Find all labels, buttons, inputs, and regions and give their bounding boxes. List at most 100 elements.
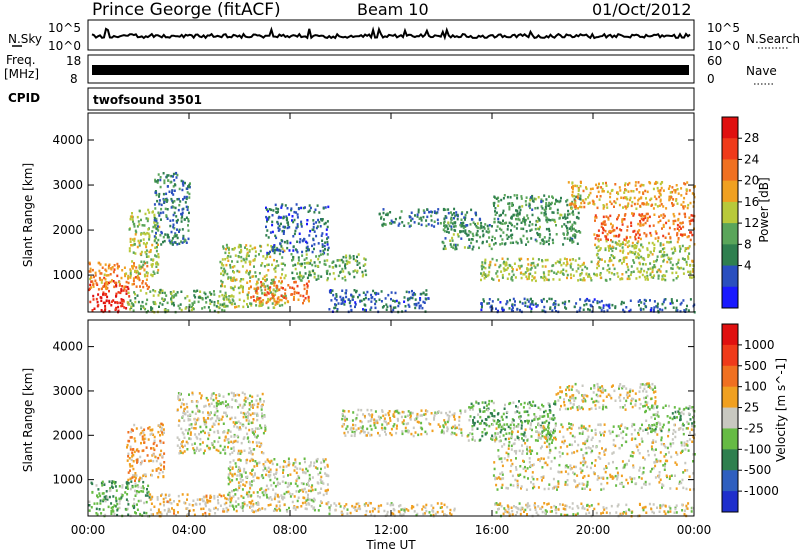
data-cell bbox=[625, 207, 628, 210]
data-cell bbox=[274, 492, 277, 496]
data-cell bbox=[127, 478, 130, 482]
data-cell bbox=[551, 438, 554, 442]
data-cell bbox=[373, 424, 376, 427]
data-cell bbox=[239, 244, 242, 247]
data-cell bbox=[99, 272, 102, 275]
data-cell bbox=[253, 510, 255, 514]
data-cell bbox=[182, 411, 185, 415]
data-cell bbox=[133, 222, 136, 226]
data-cell bbox=[660, 181, 663, 184]
data-cell bbox=[343, 275, 346, 279]
data-cell bbox=[540, 276, 543, 279]
data-cell bbox=[317, 218, 320, 222]
data-cell bbox=[143, 459, 146, 462]
data-cell bbox=[165, 215, 168, 218]
data-cell bbox=[252, 406, 254, 409]
data-cell bbox=[150, 513, 153, 516]
data-cell bbox=[621, 262, 623, 265]
data-cell bbox=[223, 285, 226, 288]
data-cell bbox=[260, 300, 263, 303]
data-cell bbox=[553, 307, 556, 310]
data-cell bbox=[127, 455, 130, 458]
data-cell bbox=[363, 414, 366, 418]
data-cell bbox=[385, 433, 387, 436]
data-cell bbox=[128, 295, 131, 298]
data-cell bbox=[182, 198, 184, 201]
data-cell bbox=[577, 217, 580, 220]
data-cell bbox=[318, 220, 321, 224]
data-cell bbox=[303, 258, 306, 261]
data-cell bbox=[641, 213, 644, 216]
data-cell bbox=[572, 213, 575, 216]
data-cell bbox=[511, 204, 514, 207]
data-cell bbox=[241, 265, 244, 268]
data-cell bbox=[280, 206, 283, 209]
data-cell bbox=[228, 251, 231, 255]
data-cell bbox=[323, 222, 326, 226]
data-cell bbox=[571, 239, 574, 242]
data-cell bbox=[98, 508, 101, 511]
data-cell bbox=[338, 264, 341, 268]
data-cell bbox=[207, 446, 210, 450]
data-cell bbox=[326, 248, 329, 252]
data-cell bbox=[579, 298, 582, 301]
data-cell bbox=[108, 289, 110, 293]
data-cell bbox=[684, 233, 686, 236]
data-cell bbox=[325, 489, 328, 492]
data-cell bbox=[128, 249, 131, 253]
data-cell bbox=[231, 298, 234, 301]
data-cell bbox=[145, 278, 148, 281]
data-cell bbox=[412, 434, 415, 438]
data-cell bbox=[217, 305, 220, 309]
data-cell bbox=[125, 498, 128, 501]
data-cell bbox=[183, 501, 186, 504]
data-cell bbox=[129, 465, 132, 468]
data-cell bbox=[203, 291, 206, 294]
data-cell bbox=[118, 502, 121, 505]
data-cell bbox=[272, 481, 275, 485]
data-cell bbox=[271, 263, 273, 267]
data-cell bbox=[495, 259, 498, 262]
data-cell bbox=[134, 297, 137, 300]
data-cell bbox=[173, 211, 176, 215]
data-cell bbox=[173, 512, 175, 515]
data-cell bbox=[166, 185, 169, 188]
data-cell bbox=[423, 210, 426, 214]
data-cell bbox=[263, 265, 266, 268]
data-cell bbox=[235, 505, 238, 508]
data-cell bbox=[206, 398, 209, 402]
data-cell bbox=[501, 257, 504, 260]
data-cell bbox=[150, 306, 152, 309]
data-cell bbox=[143, 260, 146, 264]
data-cell bbox=[565, 269, 568, 273]
data-cell bbox=[319, 249, 322, 253]
data-cell bbox=[176, 221, 178, 224]
data-cell bbox=[257, 501, 259, 504]
data-cell bbox=[302, 206, 305, 210]
data-cell bbox=[571, 237, 574, 241]
data-cell bbox=[301, 250, 304, 254]
data-cell bbox=[356, 263, 359, 266]
data-cell bbox=[390, 219, 393, 222]
data-cell bbox=[162, 192, 165, 196]
data-cell bbox=[117, 291, 120, 294]
data-cell bbox=[256, 280, 259, 284]
data-cell bbox=[108, 301, 111, 305]
data-cell bbox=[390, 222, 393, 225]
data-cell bbox=[250, 400, 253, 403]
data-cell bbox=[185, 195, 188, 199]
data-cell bbox=[658, 195, 661, 199]
data-cell bbox=[678, 245, 681, 248]
data-cell bbox=[166, 512, 168, 516]
data-cell bbox=[488, 266, 491, 269]
data-cell bbox=[225, 506, 228, 510]
data-cell bbox=[460, 225, 463, 228]
data-cell bbox=[215, 397, 218, 400]
data-cell bbox=[134, 476, 137, 480]
data-cell bbox=[193, 513, 196, 517]
data-cell bbox=[433, 416, 436, 420]
data-cell bbox=[584, 198, 587, 201]
data-cell bbox=[674, 189, 677, 192]
data-cell bbox=[164, 291, 166, 295]
data-cell bbox=[220, 284, 222, 288]
